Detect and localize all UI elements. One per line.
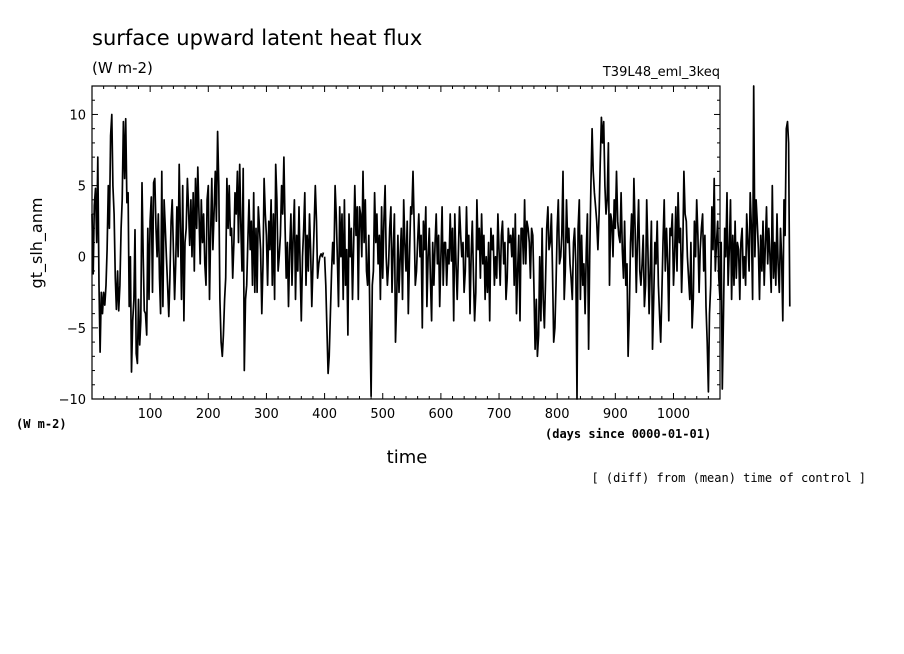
y-axis-units: (W m-2) [16, 417, 67, 431]
y-axis-label: gt_slh_anm [27, 198, 47, 289]
x-tick-labels: 100 200 300 400 500 600 700 800 900 1000 [138, 407, 690, 422]
plot-series [91, 85, 791, 400]
x-tick-label: 600 [428, 407, 453, 422]
series-line-1 [323, 85, 791, 400]
x-axis-units: (days since 0000-01-01) [545, 427, 711, 441]
y-tick-label: −10 [59, 393, 86, 408]
y-tick-label: −5 [67, 322, 86, 337]
x-axis-label: time [387, 447, 428, 468]
chart-title: surface upward latent heat flux [92, 26, 422, 50]
chart-note: [ (diff) from (mean) time of control ] [591, 471, 866, 485]
x-tick-label: 1000 [657, 407, 690, 422]
x-tick-label: 100 [138, 407, 163, 422]
x-tick-label: 400 [312, 407, 337, 422]
run-label: T39L48_eml_3keq [602, 65, 720, 80]
y-tick-label: 5 [78, 180, 86, 195]
y-tick-labels: −10 −5 0 5 10 [59, 108, 86, 408]
x-tick-label: 200 [196, 407, 221, 422]
y-tick-label: 10 [69, 108, 86, 123]
x-tick-label: 900 [603, 407, 628, 422]
series-line-0 [91, 113, 325, 373]
x-tick-label: 800 [545, 407, 570, 422]
chart-title-units: (W m-2) [92, 59, 153, 77]
x-tick-label: 700 [487, 407, 512, 422]
x-tick-label: 500 [370, 407, 395, 422]
x-tick-label: 300 [254, 407, 279, 422]
plot-frame [91, 85, 721, 400]
y-tick-label: 0 [78, 251, 86, 266]
